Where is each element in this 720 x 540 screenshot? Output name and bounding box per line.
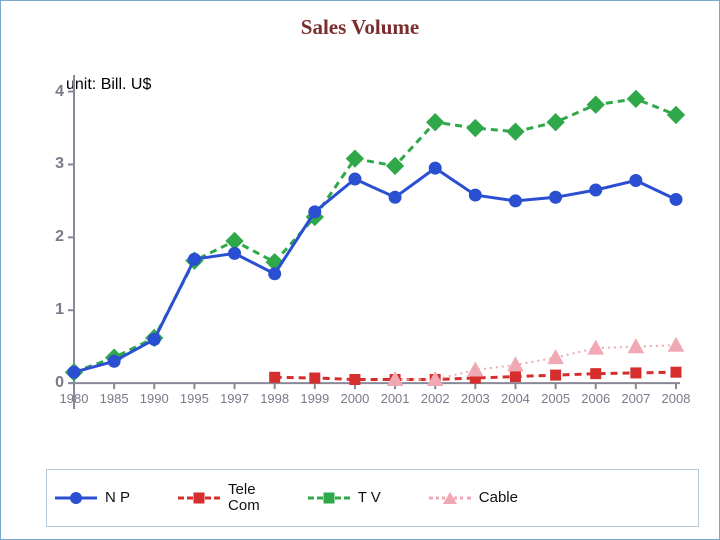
x-tick-label: 2007 — [621, 391, 650, 406]
x-tick-label: 1997 — [220, 391, 249, 406]
y-tick-label: 1 — [44, 301, 64, 319]
x-tick-label: 1995 — [180, 391, 209, 406]
x-tick-label: 2006 — [581, 391, 610, 406]
x-tick-label: 2002 — [421, 391, 450, 406]
x-tick-label: 1990 — [140, 391, 169, 406]
x-tick-label: 1998 — [260, 391, 289, 406]
x-tick-label: 1980 — [60, 391, 89, 406]
legend-label: Cable — [479, 490, 518, 507]
x-tick-label: 2008 — [662, 391, 691, 406]
legend-label: Tele Com — [228, 482, 260, 515]
chart-title: Sales Volume — [1, 15, 719, 40]
legend-label: T V — [358, 490, 381, 507]
legend-swatch — [178, 486, 220, 510]
x-tick-label: 2005 — [541, 391, 570, 406]
legend-swatch — [308, 486, 350, 510]
x-tick-label: 2000 — [340, 391, 369, 406]
legend: N P Tele Com T V Cable — [46, 469, 699, 527]
legend-item-telecom: Tele Com — [178, 482, 260, 515]
legend-item-np: N P — [55, 486, 130, 510]
plot-area: 0123419801985199019951997199819992000200… — [56, 71, 686, 431]
x-tick-label: 1999 — [300, 391, 329, 406]
y-tick-label: 4 — [44, 83, 64, 101]
legend-swatch — [55, 486, 97, 510]
y-tick-label: 2 — [44, 228, 64, 246]
y-tick-label: 3 — [44, 155, 64, 173]
legend-item-cable: Cable — [429, 486, 518, 510]
x-tick-label: 1985 — [100, 391, 129, 406]
legend-item-tv: T V — [308, 486, 381, 510]
y-tick-label: 0 — [44, 374, 64, 392]
x-tick-label: 2001 — [381, 391, 410, 406]
legend-swatch — [429, 486, 471, 510]
chart-container: Sales Volume unit: Bill. U$ 012341980198… — [0, 0, 720, 540]
chart-svg — [56, 71, 686, 431]
x-tick-label: 2004 — [501, 391, 530, 406]
x-tick-label: 2003 — [461, 391, 490, 406]
legend-label: N P — [105, 490, 130, 507]
